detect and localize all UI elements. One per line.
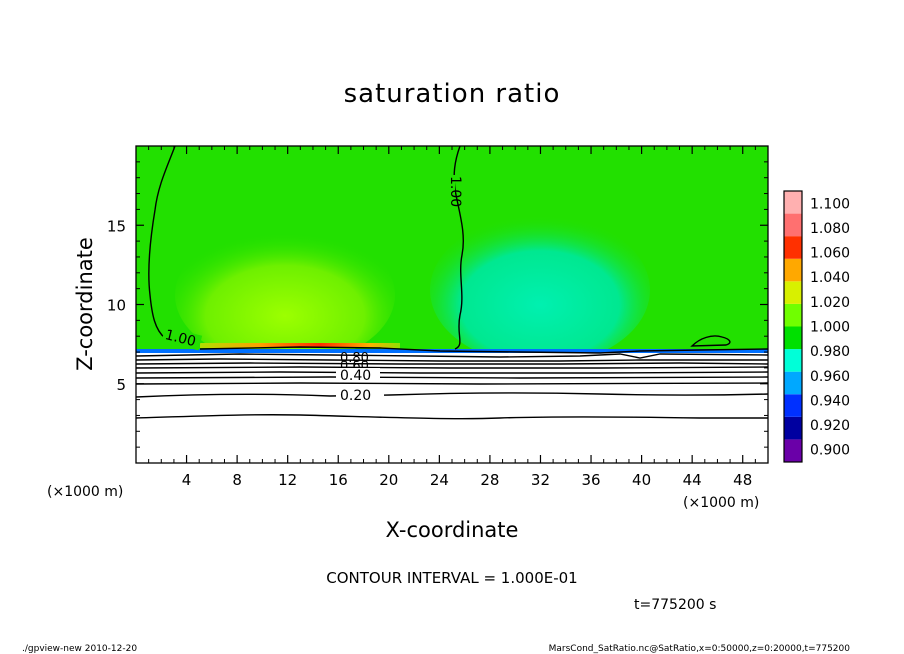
colorbar-label: 1.040 [810, 270, 850, 286]
colorbar-frame [783, 190, 803, 463]
colorbar-label: 1.000 [810, 320, 850, 336]
colorbar-label: 0.920 [810, 418, 850, 434]
contour-0.90 [136, 353, 768, 359]
colorbar-swatch [784, 191, 802, 214]
x-unit-left: (×1000 m) [47, 484, 123, 500]
colorbar-swatch [784, 303, 802, 327]
colorbar-label: 1.060 [810, 246, 850, 262]
colorbar-swatch [784, 281, 802, 304]
y-tick-label: 10 [107, 297, 126, 315]
colorbar-label: 1.080 [810, 221, 850, 237]
contour-0.70 [136, 362, 768, 365]
x-tick-label: 40 [632, 471, 651, 489]
x-axis-label: X-coordinate [386, 518, 519, 542]
colorbar-swatch [784, 236, 802, 259]
colorbar-label: 0.940 [810, 393, 850, 409]
contour-1.00-right [690, 335, 731, 347]
contour-label-0.40: 0.40 [340, 368, 371, 384]
x-tick-label: 12 [278, 471, 297, 489]
colorbar-swatch [784, 439, 802, 462]
contour-0.30 [136, 382, 768, 385]
contour-0.20 [136, 392, 768, 398]
contour-interval: CONTOUR INTERVAL = 1.000E-01 [326, 569, 577, 587]
y-axis: 5 10 15 [107, 161, 768, 448]
time-label: t=775200 s [634, 597, 716, 613]
colorbar-swatch [784, 326, 802, 350]
x-tick-label: 44 [683, 471, 702, 489]
contour-0.40 [136, 376, 768, 379]
x-tick-label: 4 [182, 471, 192, 489]
contour-1.00-interface [199, 346, 768, 354]
chart-title: saturation ratio [344, 79, 561, 109]
colorbar-label: 0.900 [810, 443, 850, 459]
colorbar-swatch [784, 416, 802, 440]
contour-label-1.00-left: 1.00 [163, 327, 197, 350]
cool-patch [430, 215, 650, 365]
contour-0.60 [136, 366, 768, 369]
contour-labels: 1.00 1.00 0.80 0.60 0.40 0.20 [161, 175, 463, 404]
footer-right: MarsCond_SatRatio.nc@SatRatio,x=0:50000,… [549, 644, 851, 654]
contour-0.50 [136, 371, 768, 374]
x-tick-label: 36 [581, 471, 600, 489]
contour-label-1.00-center: 1.00 [447, 176, 463, 207]
contour-0.10 [136, 414, 768, 420]
contour-label-0.80: 0.80 [340, 351, 369, 366]
footer-left: ./gpview-new 2010-12-20 [22, 644, 137, 654]
x-tick-label: 16 [329, 471, 348, 489]
x-tick-label: 48 [733, 471, 752, 489]
colorbar-swatch [784, 258, 802, 282]
colorbar-label: 0.980 [810, 344, 850, 360]
contour-1.00-left [148, 146, 183, 343]
colorbar-swatch [784, 213, 802, 237]
colorbar: 0.900 0.920 0.940 0.960 0.980 1.000 1.020 1.040… [783, 190, 850, 463]
colorbar-swatch [784, 349, 802, 372]
warm-patch [175, 225, 395, 365]
y-tick-label: 15 [107, 217, 126, 235]
x-tick-label: 24 [430, 471, 449, 489]
colorbar-swatch [784, 371, 802, 395]
contour-0.80 [136, 358, 768, 362]
colorbar-label: 0.960 [810, 369, 850, 385]
colorbar-label: 1.100 [810, 196, 850, 212]
x-unit-right: (×1000 m) [683, 495, 759, 511]
y-axis-label: Z-coordinate [73, 237, 97, 371]
colorbar-swatch [784, 394, 802, 417]
x-axis: 4 8 12 16 20 24 28 32 36 40 44 48 [148, 146, 769, 489]
warm-layer [200, 343, 400, 348]
dry-layer [136, 353, 768, 463]
contour-label-0.20: 0.20 [340, 388, 371, 404]
x-tick-label: 8 [232, 471, 242, 489]
x-tick-label: 32 [531, 471, 550, 489]
x-tick-label: 28 [480, 471, 499, 489]
colorbar-label: 1.020 [810, 295, 850, 311]
y-tick-label: 5 [116, 376, 126, 394]
x-tick-label: 20 [379, 471, 398, 489]
